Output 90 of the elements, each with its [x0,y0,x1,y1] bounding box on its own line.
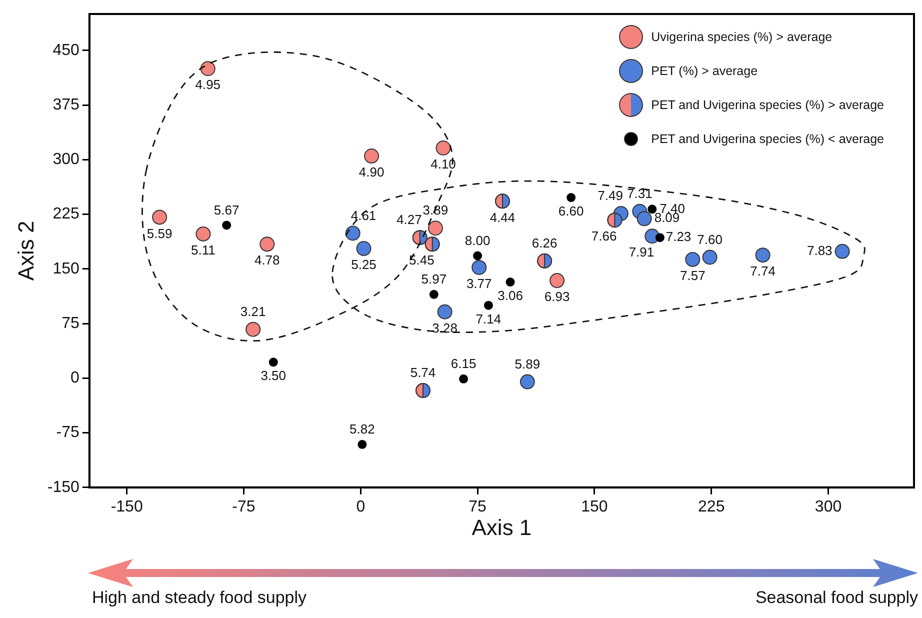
annotation: 7.49 [598,188,623,204]
annotation: 3.50 [260,368,286,384]
point [566,193,576,202]
annotation: 5.89 [514,356,540,372]
annotation: 5.11 [191,242,216,258]
point [429,290,438,299]
x-tick-label: 300 [814,498,842,516]
point [152,210,168,225]
point [685,252,700,267]
annotation: 5.59 [146,226,172,241]
annotation: 3.77 [466,276,492,292]
point [636,211,652,226]
annotation: 7.60 [697,232,722,247]
annotation: 7.23 [666,229,692,244]
y-tick-label: 150 [52,260,80,278]
annotation: 8.00 [464,232,490,248]
point [550,273,565,288]
point [472,260,487,275]
text: High and steady food supply [92,588,307,608]
point [648,204,657,214]
y-tick-label: 375 [52,96,80,114]
x-tick-label: -75 [232,498,256,516]
y-tick-label: 300 [52,151,80,168]
point [222,220,232,230]
legend-label: PET and Uvigerina species (%) > average [651,98,884,112]
annotation: 3.06 [498,288,523,304]
legend-label: PET (%) > average [651,64,758,78]
annotation: 7.31 [627,186,652,201]
point [834,244,850,259]
annotation: 3.89 [422,202,448,218]
annotation: 7.74 [750,264,776,279]
annotation: 6.26 [532,235,558,250]
y-tick-label: 450 [52,42,80,59]
annotation: 5.74 [410,365,436,380]
annotation: 4.44 [490,210,516,225]
point [246,322,261,337]
annotation: 4.61 [350,208,376,223]
point [268,358,278,367]
annotation: 5.25 [351,257,376,272]
annotation: 7.66 [591,228,617,244]
x-tick-label: -150 [110,498,143,516]
point [358,440,367,449]
annotation: 6.15 [450,356,476,371]
point [345,226,360,241]
point [437,304,452,320]
y-tick-label: -150 [47,478,80,496]
annotation: 7.57 [680,268,706,284]
x-tick-label: 225 [698,498,725,516]
annotation: 6.93 [544,289,570,304]
text: Seasonal food supply [755,588,918,608]
point [459,374,468,384]
point [473,251,482,260]
point [702,250,718,265]
point [260,236,275,252]
y-axis-title: Axis 2 [13,220,38,281]
point [436,140,451,156]
annotation: 7.83 [806,243,832,258]
y-tick-label: 225 [52,206,80,223]
point [755,248,770,263]
point [655,233,664,242]
point [520,374,535,390]
annotation: 4.78 [254,252,280,268]
point [484,300,493,310]
x-tick-label: 0 [356,498,366,516]
annotation: 5.67 [214,202,240,218]
annotation: 5.97 [421,271,447,286]
legend-label: PET and Uvigerina species (%) < average [651,132,884,146]
x-tick-label: 75 [468,498,487,516]
annotation: 5.82 [350,422,375,437]
annotation: 4.10 [430,156,456,172]
annotation: 4.95 [195,77,221,92]
annotation: 4.90 [358,164,384,180]
annotation: 5.45 [409,252,434,268]
point [428,220,443,236]
annotation: 6.60 [558,204,584,219]
point [356,241,372,256]
annotation: 7.14 [476,311,502,326]
y-tick-label: -75 [56,424,80,442]
annotation: 4.27 [396,212,422,228]
x-axis-title: Axis 1 [472,514,532,540]
legend-label: Uvigerina species (%) > average [651,30,832,44]
annotation: 3.21 [240,304,266,319]
point [364,148,380,164]
point [506,278,515,287]
y-tick-label: 0 [70,370,80,387]
point [196,226,211,242]
y-tick-label: 75 [62,314,80,332]
annotation: 7.91 [628,244,654,260]
x-tick-label: 150 [581,498,608,516]
point [200,61,216,76]
